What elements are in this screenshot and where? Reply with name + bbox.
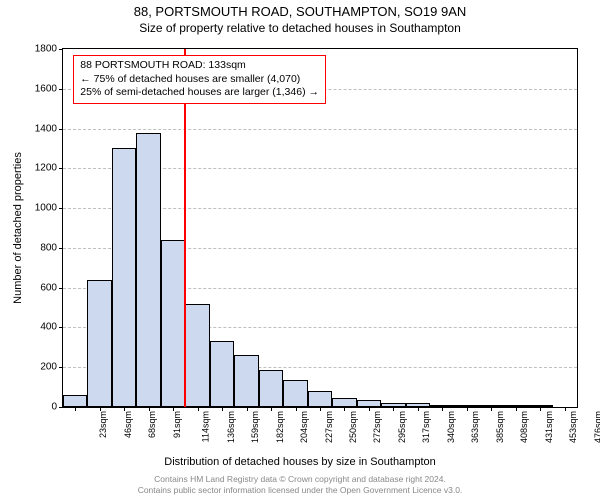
x-tick-mark [491, 407, 492, 411]
x-tick-mark [320, 407, 321, 411]
x-tick-label: 204sqm [299, 411, 309, 443]
x-tick-label: 408sqm [519, 411, 529, 443]
y-tick-mark [59, 208, 63, 209]
annotation-line-1: 88 PORTSMOUTH ROAD: 133sqm [80, 59, 319, 73]
x-tick-label: 114sqm [201, 411, 211, 442]
x-tick-label: 250sqm [348, 411, 358, 443]
y-tick-label: 200 [40, 362, 57, 373]
x-tick-mark [247, 407, 248, 411]
x-tick-label: 159sqm [250, 411, 260, 443]
x-tick-label: 431sqm [544, 411, 554, 443]
x-tick-label: 136sqm [226, 411, 236, 443]
x-tick-label: 453sqm [568, 411, 578, 443]
footer-line-1: Contains HM Land Registry data © Crown c… [0, 474, 600, 485]
x-tick-mark [418, 407, 419, 411]
plot-region: 02004006008001000120014001600180023sqm46… [62, 48, 578, 408]
x-tick-label: 91sqm [172, 411, 182, 438]
x-tick-label: 317sqm [421, 411, 431, 443]
x-tick-mark [516, 407, 517, 411]
histogram-bar [161, 240, 185, 407]
x-tick-mark [100, 407, 101, 411]
y-tick-mark [59, 129, 63, 130]
page-subtitle: Size of property relative to detached ho… [0, 21, 600, 35]
grid-line [63, 129, 577, 130]
histogram-bar [112, 148, 136, 407]
x-tick-mark [442, 407, 443, 411]
histogram-bar [87, 280, 111, 407]
histogram-bar [136, 133, 160, 407]
page-title: 88, PORTSMOUTH ROAD, SOUTHAMPTON, SO19 9… [0, 4, 600, 19]
x-tick-label: 182sqm [275, 411, 285, 443]
y-tick-mark [59, 168, 63, 169]
y-tick-label: 1800 [35, 44, 57, 55]
x-tick-label: 295sqm [397, 411, 407, 443]
x-tick-label: 363sqm [470, 411, 480, 443]
y-tick-label: 800 [40, 242, 57, 253]
x-tick-mark [222, 407, 223, 411]
y-tick-mark [59, 327, 63, 328]
y-tick-label: 0 [51, 402, 57, 413]
y-tick-label: 1200 [35, 163, 57, 174]
y-tick-mark [59, 49, 63, 50]
histogram-bar [234, 355, 258, 407]
x-tick-mark [565, 407, 566, 411]
figure-container: 88, PORTSMOUTH ROAD, SOUTHAMPTON, SO19 9… [0, 4, 600, 500]
y-tick-label: 400 [40, 322, 57, 333]
x-tick-label: 272sqm [373, 411, 383, 443]
x-tick-label: 340sqm [446, 411, 456, 443]
x-tick-label: 46sqm [123, 411, 133, 438]
y-axis-label: Number of detached properties [12, 152, 24, 304]
x-tick-mark [393, 407, 394, 411]
x-tick-mark [271, 407, 272, 411]
x-tick-mark [198, 407, 199, 411]
histogram-bar [332, 398, 356, 407]
annotation-box: 88 PORTSMOUTH ROAD: 133sqm← 75% of detac… [73, 55, 326, 104]
y-tick-mark [59, 367, 63, 368]
x-tick-label: 68sqm [147, 411, 157, 438]
x-tick-label: 476sqm [593, 411, 600, 443]
annotation-line-2: ← 75% of detached houses are smaller (4,… [80, 73, 319, 87]
x-tick-mark [540, 407, 541, 411]
x-tick-mark [124, 407, 125, 411]
x-tick-mark [467, 407, 468, 411]
y-tick-label: 1400 [35, 123, 57, 134]
footer-attribution: Contains HM Land Registry data © Crown c… [0, 474, 600, 495]
histogram-bar [210, 341, 234, 407]
x-axis-label: Distribution of detached houses by size … [0, 456, 600, 468]
y-tick-mark [59, 89, 63, 90]
chart-area: 02004006008001000120014001600180023sqm46… [62, 48, 578, 408]
histogram-bar [185, 304, 209, 407]
y-tick-mark [59, 248, 63, 249]
x-tick-label: 385sqm [495, 411, 505, 443]
y-tick-mark [59, 288, 63, 289]
y-tick-label: 1000 [35, 203, 57, 214]
footer-line-2: Contains public sector information licen… [0, 485, 600, 496]
histogram-bar [283, 380, 307, 407]
y-tick-label: 1600 [35, 83, 57, 94]
histogram-bar [259, 370, 283, 407]
histogram-bar [308, 391, 332, 407]
x-tick-mark [173, 407, 174, 411]
x-tick-mark [75, 407, 76, 411]
y-tick-label: 600 [40, 282, 57, 293]
annotation-line-3: 25% of semi-detached houses are larger (… [80, 86, 319, 100]
x-tick-mark [296, 407, 297, 411]
x-tick-mark [369, 407, 370, 411]
histogram-bar [63, 395, 87, 407]
x-tick-label: 23sqm [98, 411, 108, 438]
x-tick-mark [344, 407, 345, 411]
x-tick-mark [149, 407, 150, 411]
histogram-bar [357, 400, 381, 407]
x-tick-label: 227sqm [324, 411, 334, 443]
y-tick-mark [59, 407, 63, 408]
